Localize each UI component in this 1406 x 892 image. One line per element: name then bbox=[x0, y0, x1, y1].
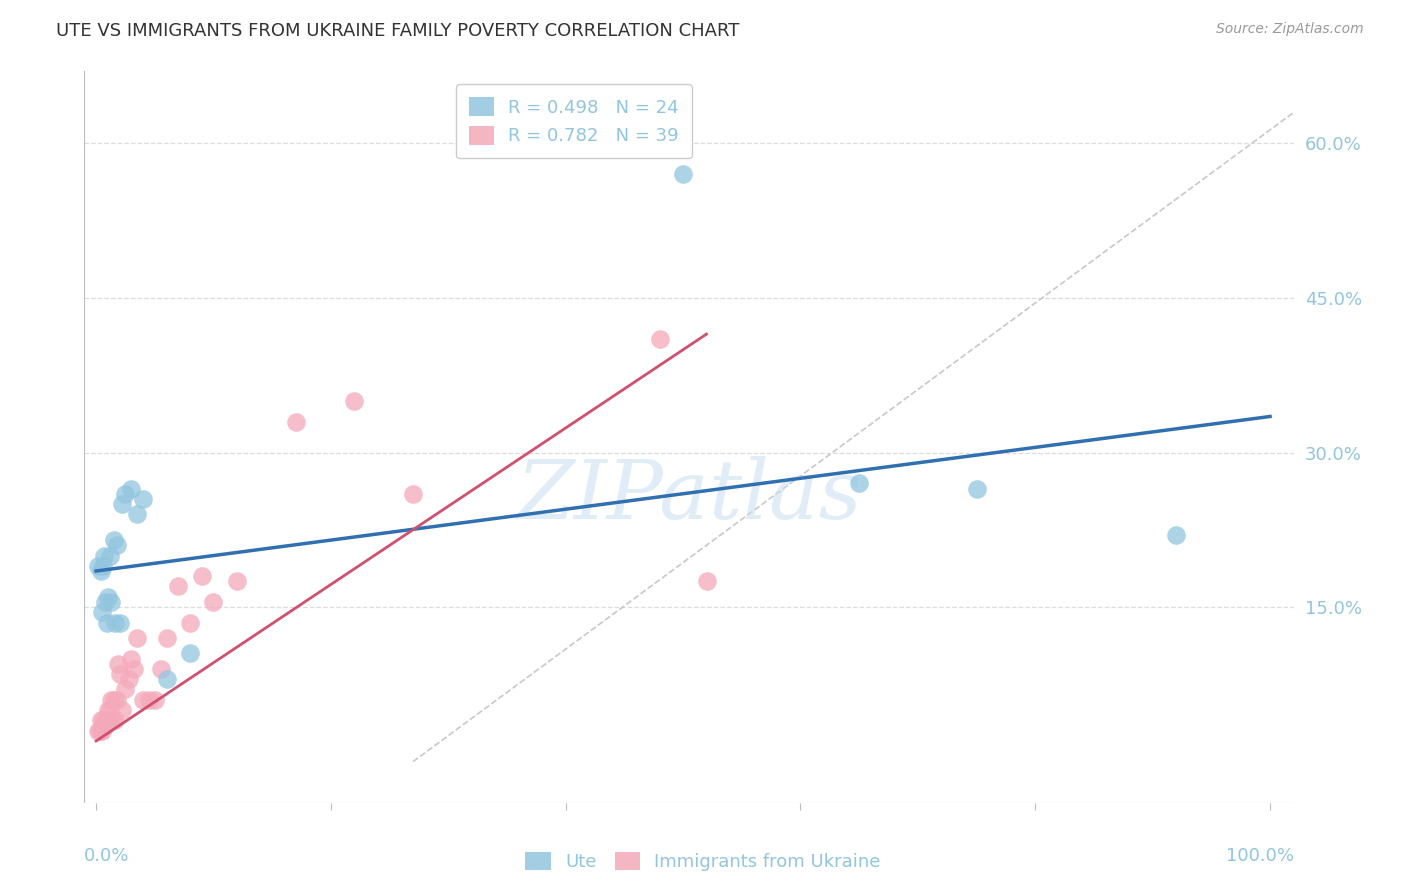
Point bbox=[966, 482, 988, 496]
Text: Source: ZipAtlas.com: Source: ZipAtlas.com bbox=[1216, 22, 1364, 37]
Point bbox=[91, 723, 114, 738]
Point bbox=[202, 595, 225, 609]
Point bbox=[648, 332, 671, 346]
Point bbox=[155, 631, 177, 645]
Point bbox=[127, 508, 149, 522]
Point bbox=[96, 615, 118, 630]
Point bbox=[111, 703, 134, 717]
Point bbox=[132, 693, 155, 707]
Point bbox=[91, 714, 114, 728]
Point bbox=[226, 574, 249, 589]
Point bbox=[100, 693, 122, 707]
Point bbox=[94, 718, 117, 732]
Point bbox=[89, 723, 111, 738]
Point bbox=[120, 482, 142, 496]
Point bbox=[98, 549, 121, 563]
Point bbox=[284, 415, 307, 429]
Point bbox=[155, 672, 177, 686]
Point bbox=[98, 714, 121, 728]
Point bbox=[104, 714, 127, 728]
Point bbox=[97, 703, 120, 717]
Point bbox=[118, 672, 141, 686]
Point bbox=[90, 564, 112, 578]
Point bbox=[98, 703, 121, 717]
Point bbox=[105, 693, 128, 707]
Point bbox=[343, 394, 366, 409]
Point bbox=[104, 615, 127, 630]
Text: 0.0%: 0.0% bbox=[84, 847, 129, 864]
Point bbox=[167, 579, 190, 593]
Legend: Ute, Immigrants from Ukraine: Ute, Immigrants from Ukraine bbox=[519, 845, 887, 879]
Point bbox=[149, 662, 172, 676]
Point bbox=[132, 491, 155, 506]
Text: ZIPatlas: ZIPatlas bbox=[516, 456, 862, 535]
Point bbox=[127, 631, 149, 645]
Text: 100.0%: 100.0% bbox=[1226, 847, 1294, 864]
Point bbox=[105, 538, 128, 552]
Point bbox=[1166, 528, 1188, 542]
Point bbox=[107, 657, 129, 671]
Point bbox=[190, 569, 212, 583]
Point bbox=[122, 662, 145, 676]
Point bbox=[114, 487, 136, 501]
Point bbox=[114, 682, 136, 697]
Legend: R = 0.498   N = 24, R = 0.782   N = 39: R = 0.498 N = 24, R = 0.782 N = 39 bbox=[456, 84, 692, 158]
Point bbox=[120, 651, 142, 665]
Point bbox=[179, 615, 201, 630]
Point bbox=[96, 714, 118, 728]
Point bbox=[97, 590, 120, 604]
Point bbox=[103, 693, 125, 707]
Point bbox=[93, 718, 115, 732]
Point bbox=[91, 558, 114, 573]
Point bbox=[108, 667, 131, 681]
Point bbox=[90, 714, 112, 728]
Point bbox=[91, 605, 114, 619]
Text: UTE VS IMMIGRANTS FROM UKRAINE FAMILY POVERTY CORRELATION CHART: UTE VS IMMIGRANTS FROM UKRAINE FAMILY PO… bbox=[56, 22, 740, 40]
Point bbox=[87, 723, 110, 738]
Point bbox=[143, 693, 166, 707]
Point bbox=[696, 574, 718, 589]
Point bbox=[103, 533, 125, 547]
Point bbox=[94, 595, 117, 609]
Point bbox=[101, 714, 124, 728]
Point bbox=[100, 595, 122, 609]
Point bbox=[138, 693, 160, 707]
Point bbox=[108, 615, 131, 630]
Point bbox=[93, 549, 115, 563]
Point bbox=[179, 647, 201, 661]
Point bbox=[672, 167, 695, 181]
Point bbox=[87, 558, 110, 573]
Point bbox=[402, 487, 425, 501]
Point bbox=[111, 497, 134, 511]
Point bbox=[848, 476, 870, 491]
